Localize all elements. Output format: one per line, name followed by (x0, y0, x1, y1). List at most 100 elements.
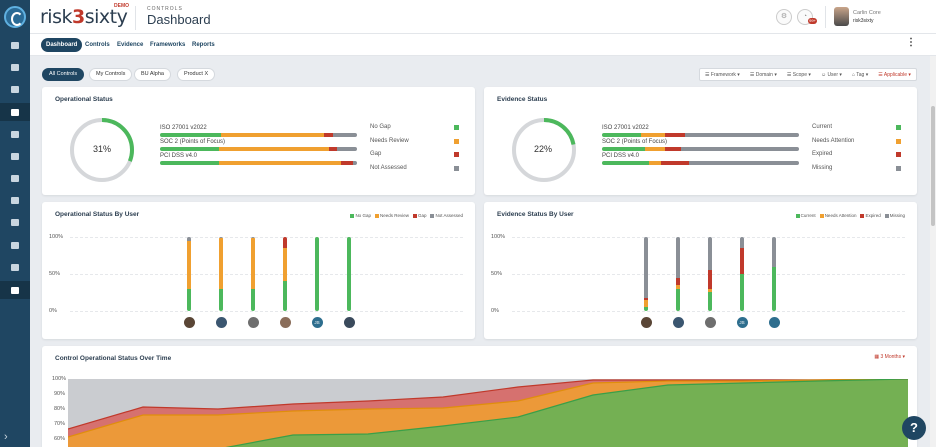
gear-small-icon[interactable] (0, 169, 30, 187)
operational-user-avatar[interactable] (279, 317, 291, 328)
card-title: Evidence Status (497, 96, 548, 103)
filter-my-controls[interactable]: My Controls (89, 68, 133, 81)
operational-user-avatar[interactable]: JS (311, 317, 323, 328)
briefcase-icon[interactable] (0, 147, 30, 165)
evidence-row-bar[interactable] (602, 133, 799, 137)
y-tick-0: 0% (491, 308, 499, 314)
operational-user-bar[interactable] (219, 237, 223, 311)
notification-badge: 99+ (808, 18, 817, 24)
applicable-dropdown[interactable]: ☰ Applicable ▾ (878, 71, 911, 78)
filter-product-x[interactable]: Product X (177, 68, 216, 81)
evidence-row-bar[interactable] (602, 161, 799, 165)
users-icon[interactable] (0, 236, 30, 254)
settings-icon[interactable] (0, 258, 30, 276)
evidence-row-label[interactable]: PCI DSS v4.0 (602, 153, 640, 159)
evidence-user-bar[interactable] (644, 237, 648, 311)
tab-reports[interactable]: Reports (192, 42, 215, 48)
operational-row-bar[interactable] (160, 161, 357, 165)
evidence-user-avatar[interactable]: JS (736, 317, 748, 328)
evidence-bar-segment (649, 161, 662, 165)
evidence-bar-segment (740, 248, 744, 274)
page-scrollbar[interactable] (930, 56, 936, 447)
operational-user-avatar[interactable] (343, 317, 355, 328)
range-dropdown[interactable]: ▦ 3 Months ▾ (874, 354, 905, 360)
evidence-row-label[interactable]: SOC 2 (Points of Focus) (602, 139, 668, 145)
operational-user-bar[interactable] (347, 237, 351, 311)
tab-frameworks[interactable]: Frameworks (150, 42, 186, 48)
tab-evidence[interactable]: Evidence (117, 42, 144, 48)
app-logo-icon[interactable] (4, 6, 26, 28)
legend-label: Current (812, 124, 833, 130)
evidence-bar-segment (684, 133, 799, 137)
framework-dropdown[interactable]: ☰ Framework ▾ (705, 71, 740, 78)
operational-bar-segment (219, 161, 342, 165)
evidence-bar-segment (644, 237, 648, 299)
tab-dashboard[interactable]: Dashboard (41, 38, 83, 52)
evidence-user-avatar[interactable] (768, 317, 780, 328)
filter-all-controls[interactable]: All Controls (42, 68, 85, 81)
vendors-icon[interactable] (0, 191, 30, 209)
evidence-user-avatar[interactable] (640, 317, 652, 328)
operational-bar-segment (333, 133, 357, 137)
team-icon[interactable]: ⚙ (776, 9, 792, 25)
gridline (512, 311, 905, 312)
domain-dropdown[interactable]: ☰ Domain ▾ (749, 71, 777, 78)
operational-user-bar[interactable] (187, 237, 191, 311)
evidence-bar-segment (602, 133, 642, 137)
legend-needs-attention: Needs Attention (819, 213, 856, 218)
documents-icon[interactable] (0, 125, 30, 143)
operational-user-bar[interactable] (283, 237, 287, 311)
scrollbar-thumb[interactable] (931, 106, 935, 226)
operational-row-label[interactable]: PCI DSS v4.0 (160, 153, 198, 159)
evidence-bar-segment (676, 277, 680, 286)
evidence-user-avatar[interactable] (704, 317, 716, 328)
evidence-bar-segment (708, 292, 712, 311)
line-needs-review (68, 379, 908, 438)
help-button[interactable]: ? (902, 416, 926, 440)
operational-row-label[interactable]: ISO 27001 v2022 (160, 125, 207, 131)
operational-row-bar[interactable] (160, 133, 357, 137)
operational-bar-segment (283, 248, 287, 282)
operational-row-label[interactable]: SOC 2 (Points of Focus) (160, 139, 226, 145)
user-name[interactable]: Carlin Core (853, 10, 881, 16)
tab-controls[interactable]: Controls (85, 42, 110, 48)
legend-label: Missing (812, 164, 833, 171)
inbox-icon[interactable] (0, 80, 30, 98)
operational-ring (70, 118, 134, 182)
operational-user-avatar[interactable] (215, 317, 227, 328)
lock-icon[interactable] (0, 281, 30, 299)
filter-bu-alpha[interactable]: BU Alpha (134, 68, 171, 81)
expand-chevron-icon[interactable]: › (4, 431, 8, 443)
operational-bar-segment (219, 147, 330, 151)
dashboard-icon[interactable] (0, 58, 30, 76)
reports-icon[interactable] (0, 213, 30, 231)
operational-user-bar[interactable] (315, 237, 319, 311)
legend-swatch (454, 152, 459, 157)
operational-by-user-card: Operational Status By User No Gap Needs … (42, 202, 475, 339)
home-icon[interactable] (0, 36, 30, 54)
brand-logo[interactable]: risk3sixty (40, 6, 128, 28)
evidence-row-label[interactable]: ISO 27001 v2022 (602, 125, 649, 131)
evidence-user-bar[interactable] (708, 237, 712, 311)
evidence-user-bar[interactable] (740, 237, 744, 311)
gridline (70, 274, 463, 275)
user-avatar[interactable] (834, 7, 849, 26)
controls-icon[interactable] (0, 103, 30, 121)
evidence-bar-segment (676, 288, 680, 311)
scope-dropdown[interactable]: ☰ Scope ▾ (786, 71, 811, 78)
evidence-user-avatar[interactable] (672, 317, 684, 328)
operational-row-bar[interactable] (160, 147, 357, 151)
legend-swatch (896, 152, 901, 157)
evidence-user-bar[interactable] (772, 237, 776, 311)
left-sidebar: › (0, 0, 30, 447)
operational-user-avatar[interactable] (183, 317, 195, 328)
operational-bar-segment (315, 237, 319, 311)
operational-user-bar[interactable] (251, 237, 255, 311)
user-dropdown[interactable]: ☺ User ▾ (820, 71, 842, 78)
tag-dropdown[interactable]: ⌂ Tag ▾ (851, 71, 869, 78)
operational-user-avatar[interactable] (247, 317, 259, 328)
y-tick-50: 50% (49, 271, 61, 277)
more-options-icon[interactable]: ⋮ (906, 37, 916, 48)
evidence-user-bar[interactable] (676, 237, 680, 311)
evidence-row-bar[interactable] (602, 147, 799, 151)
